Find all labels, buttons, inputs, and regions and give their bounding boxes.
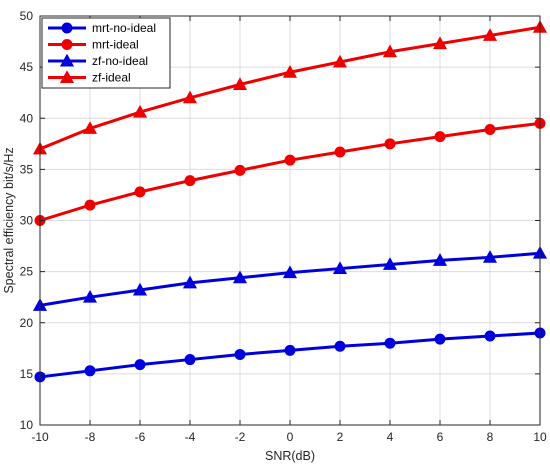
- ticks: -10 -8 -6 -4 -2 0 2 4 6 8 10 10 15 20 25 30 35 40 45 50: [20, 9, 547, 444]
- legend-label: mrt-ideal: [92, 38, 139, 52]
- data-point-triangle: [182, 275, 198, 289]
- x-tick-label: -2: [235, 430, 246, 444]
- legend-swatch-marker: [59, 53, 75, 67]
- data-point-triangle: [182, 90, 198, 104]
- x-tick-label: -4: [185, 430, 196, 444]
- x-tick-label: 6: [437, 430, 444, 444]
- x-tick-label: -8: [85, 430, 96, 444]
- data-point-triangle: [282, 265, 298, 279]
- data-point-circle: [434, 333, 446, 345]
- y-tick-label: 20: [20, 316, 34, 330]
- legend-item: mrt-no-ideal: [48, 21, 156, 35]
- data-point-circle: [234, 164, 246, 176]
- data-point-triangle: [382, 44, 398, 58]
- x-tick-label: 0: [287, 430, 294, 444]
- data-point-circle: [384, 138, 396, 150]
- data-point-triangle: [232, 270, 248, 284]
- legend: mrt-no-ideal mrt-ideal zf-no-ideal zf-ideal: [41, 17, 171, 89]
- data-point-circle: [484, 123, 496, 135]
- data-point-triangle: [282, 65, 298, 78]
- data-point-triangle: [382, 257, 398, 270]
- legend-item: zf-no-ideal: [48, 53, 148, 68]
- data-point-circle: [84, 199, 96, 211]
- y-axis-label: Spectral efficiency bit/s/Hz: [2, 147, 16, 293]
- x-tick-label: -10: [31, 430, 49, 444]
- legend-label: zf-no-ideal: [92, 54, 148, 68]
- data-point-circle: [184, 354, 196, 366]
- y-tick-label: 35: [20, 162, 34, 176]
- legend-label: zf-ideal: [92, 71, 131, 85]
- data-point-triangle: [232, 77, 248, 90]
- legend-swatch-marker: [61, 39, 73, 50]
- data-point-circle: [384, 337, 396, 349]
- data-point-triangle: [82, 289, 98, 303]
- legend-swatch-marker: [59, 70, 75, 83]
- x-tick-label: 2: [337, 430, 344, 444]
- data-point-circle: [334, 146, 346, 158]
- data-point-triangle: [482, 250, 498, 263]
- y-tick-label: 40: [20, 111, 34, 125]
- x-tick-label: 8: [487, 430, 494, 444]
- data-point-triangle: [82, 121, 98, 134]
- data-point-triangle: [432, 36, 448, 50]
- data-point-triangle: [432, 253, 448, 266]
- data-point-circle: [134, 186, 146, 198]
- data-point-circle: [234, 348, 246, 360]
- data-point-triangle: [132, 104, 148, 118]
- x-tick-label: -6: [135, 430, 146, 444]
- x-tick-label: 10: [533, 430, 547, 444]
- y-tick-label: 10: [20, 418, 34, 432]
- data-point-circle: [284, 154, 296, 166]
- data-point-circle: [434, 131, 446, 143]
- data-point-circle: [334, 340, 346, 352]
- x-tick-label: 4: [387, 430, 394, 444]
- data-point-circle: [484, 330, 496, 342]
- legend-item: mrt-ideal: [48, 38, 139, 52]
- y-tick-label: 15: [20, 367, 34, 381]
- data-point-circle: [84, 365, 96, 377]
- legend-swatch-marker: [61, 22, 73, 34]
- series-group: [32, 20, 548, 383]
- data-point-circle: [134, 359, 146, 371]
- series-zf-ideal: [32, 20, 548, 155]
- series-zf-no-ideal: [32, 245, 548, 311]
- y-tick-label: 50: [20, 9, 34, 23]
- y-tick-label: 25: [20, 265, 34, 279]
- data-point-triangle: [132, 282, 148, 296]
- legend-item: zf-ideal: [48, 70, 131, 85]
- data-point-triangle: [482, 28, 498, 41]
- data-point-triangle: [332, 54, 348, 68]
- data-point-triangle: [332, 261, 348, 275]
- x-axis-label: SNR(dB): [265, 449, 315, 463]
- y-tick-label: 45: [20, 60, 34, 74]
- data-point-circle: [184, 175, 196, 187]
- y-tick-label: 30: [20, 214, 34, 228]
- data-point-circle: [284, 344, 296, 356]
- series-mrt-no-ideal: [34, 327, 546, 383]
- legend-label: mrt-no-ideal: [92, 21, 156, 35]
